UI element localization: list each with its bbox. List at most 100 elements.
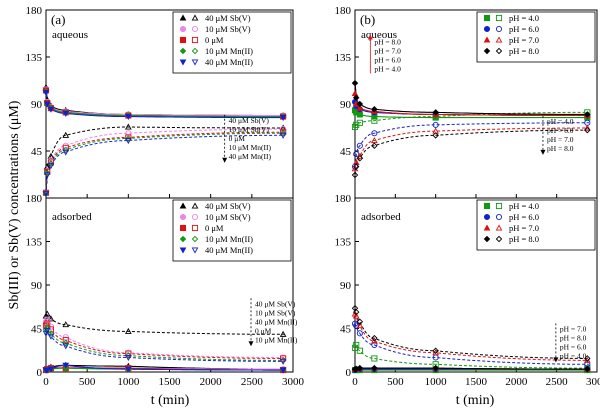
data-point — [584, 126, 591, 134]
series-line-open — [45, 328, 285, 361]
data-point — [125, 352, 132, 359]
data-point — [584, 365, 591, 373]
annotation-label: 0 μM — [255, 326, 272, 335]
panel-label: (b) — [360, 12, 375, 27]
data-point — [44, 320, 51, 327]
annotation-label: 40 μM Sb(V) — [255, 299, 296, 308]
legend-marker — [179, 224, 187, 232]
y-tick-label: 180 — [26, 5, 43, 17]
data-point — [124, 354, 132, 362]
y-tick-label: 90 — [340, 280, 352, 292]
legend-marker — [179, 202, 187, 209]
x-tick-label: 1500 — [465, 376, 488, 388]
data-point — [47, 163, 55, 170]
series-line-filled — [45, 364, 285, 371]
data-point — [43, 169, 51, 177]
panel-label: (a) — [51, 12, 65, 27]
data-point — [351, 79, 359, 87]
data-point — [62, 131, 70, 138]
series-line-open — [354, 313, 589, 361]
data-point — [356, 322, 364, 329]
legend-label: 10 μM Mn(II) — [205, 46, 253, 56]
data-point — [432, 121, 439, 128]
data-point — [371, 142, 378, 150]
y-tick-label: 135 — [26, 52, 43, 64]
annotation-label: 40 μM Sb(V) — [229, 116, 270, 125]
region-label: aqueous — [52, 29, 88, 41]
legend-label: 40 μM Sb(V) — [205, 13, 251, 23]
legend-marker — [191, 14, 199, 21]
annotation-label: 40 μM Mn(II) — [255, 317, 298, 326]
data-point — [351, 171, 359, 179]
legend-marker — [495, 202, 503, 210]
x-tick-label: 2500 — [241, 376, 264, 388]
annotation-label: pH = 6.0 — [374, 55, 401, 64]
series-line-open — [45, 128, 285, 193]
series-line-open — [354, 129, 589, 176]
data-point — [47, 152, 55, 159]
data-point — [44, 316, 51, 323]
data-point — [371, 130, 378, 137]
y-tick-label: 180 — [335, 193, 352, 205]
data-point — [356, 155, 364, 162]
annotation-label: pH = 4.0 — [560, 351, 587, 360]
series-line-open — [354, 122, 589, 167]
annotation-label: pH = 7.0 — [547, 135, 574, 144]
legend-label: pH = 8.0 — [509, 234, 539, 244]
data-point — [371, 355, 378, 362]
annotation-label: 10 μM Sb(V) — [255, 308, 296, 317]
series-line-open — [354, 308, 589, 359]
data-point — [42, 189, 50, 196]
legend-label: pH = 6.0 — [509, 24, 539, 34]
data-point — [353, 341, 360, 348]
data-point — [356, 347, 363, 354]
annotation-label: 10 μM Sb(V) — [229, 125, 270, 134]
legend-label: pH = 7.0 — [509, 223, 539, 233]
x-tick-label: 2000 — [200, 376, 223, 388]
legend-marker — [191, 224, 199, 232]
x-tick-label: 500 — [387, 376, 404, 388]
x-tick-label: 3000 — [586, 376, 600, 388]
data-point — [43, 163, 51, 170]
data-point — [356, 142, 363, 149]
y-tick-label: 0 — [346, 367, 352, 379]
legend-label: pH = 6.0 — [509, 212, 539, 222]
data-point — [43, 310, 51, 317]
legend-label: 40 μM Sb(V) — [205, 201, 251, 211]
data-point — [43, 324, 51, 331]
data-point — [62, 110, 70, 117]
data-point — [43, 327, 51, 334]
annotation-label: 0 μM — [229, 134, 246, 143]
data-point — [47, 160, 55, 167]
annotation-label: 10 μM Mn(II) — [255, 335, 298, 344]
data-point — [62, 321, 70, 328]
annotation-label: 40 μM Mn(II) — [229, 152, 272, 161]
y-tick-label: 0 — [37, 367, 43, 379]
legend-marker — [495, 36, 503, 43]
x-tick-label: 1000 — [117, 376, 140, 388]
region-label: adsorbed — [361, 211, 401, 223]
legend-marker — [483, 202, 491, 210]
y-tick-label: 135 — [26, 237, 43, 249]
y-tick-label: 45 — [31, 324, 43, 336]
data-point — [62, 146, 69, 154]
annotation-arrowhead — [367, 34, 373, 40]
data-point — [432, 109, 439, 116]
data-point — [371, 117, 378, 124]
x-axis-title-right: t (min) — [456, 393, 495, 408]
legend-marker — [179, 36, 187, 44]
data-point — [356, 330, 363, 337]
data-point — [44, 168, 51, 175]
annotation-arrowhead — [540, 149, 546, 155]
annotation-label: pH = 4.0 — [547, 117, 574, 126]
data-point — [62, 149, 70, 156]
series-line-open — [354, 127, 589, 169]
data-point — [47, 106, 55, 113]
data-point — [279, 130, 287, 137]
x-axis-title-left: t (min) — [151, 393, 190, 408]
series-line-open — [354, 345, 589, 369]
data-point — [124, 327, 132, 334]
